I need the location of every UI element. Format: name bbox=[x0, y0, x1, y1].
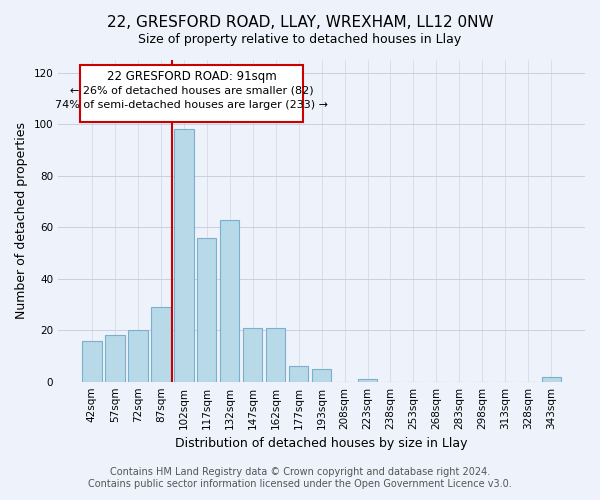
Bar bbox=[289, 366, 308, 382]
Bar bbox=[174, 130, 194, 382]
FancyBboxPatch shape bbox=[80, 65, 303, 122]
Bar bbox=[82, 340, 101, 382]
Text: ← 26% of detached houses are smaller (82): ← 26% of detached houses are smaller (82… bbox=[70, 86, 314, 96]
Text: 22, GRESFORD ROAD, LLAY, WREXHAM, LL12 0NW: 22, GRESFORD ROAD, LLAY, WREXHAM, LL12 0… bbox=[107, 15, 493, 30]
Y-axis label: Number of detached properties: Number of detached properties bbox=[15, 122, 28, 320]
Bar bbox=[542, 376, 561, 382]
Bar bbox=[128, 330, 148, 382]
X-axis label: Distribution of detached houses by size in Llay: Distribution of detached houses by size … bbox=[175, 437, 468, 450]
Text: 22 GRESFORD ROAD: 91sqm: 22 GRESFORD ROAD: 91sqm bbox=[107, 70, 277, 83]
Bar bbox=[220, 220, 239, 382]
Bar bbox=[312, 369, 331, 382]
Bar bbox=[197, 238, 217, 382]
Bar bbox=[105, 336, 125, 382]
Bar bbox=[151, 307, 170, 382]
Bar bbox=[358, 379, 377, 382]
Bar bbox=[243, 328, 262, 382]
Text: 74% of semi-detached houses are larger (233) →: 74% of semi-detached houses are larger (… bbox=[55, 100, 328, 110]
Text: Size of property relative to detached houses in Llay: Size of property relative to detached ho… bbox=[139, 32, 461, 46]
Bar bbox=[266, 328, 286, 382]
Text: Contains HM Land Registry data © Crown copyright and database right 2024.
Contai: Contains HM Land Registry data © Crown c… bbox=[88, 468, 512, 489]
